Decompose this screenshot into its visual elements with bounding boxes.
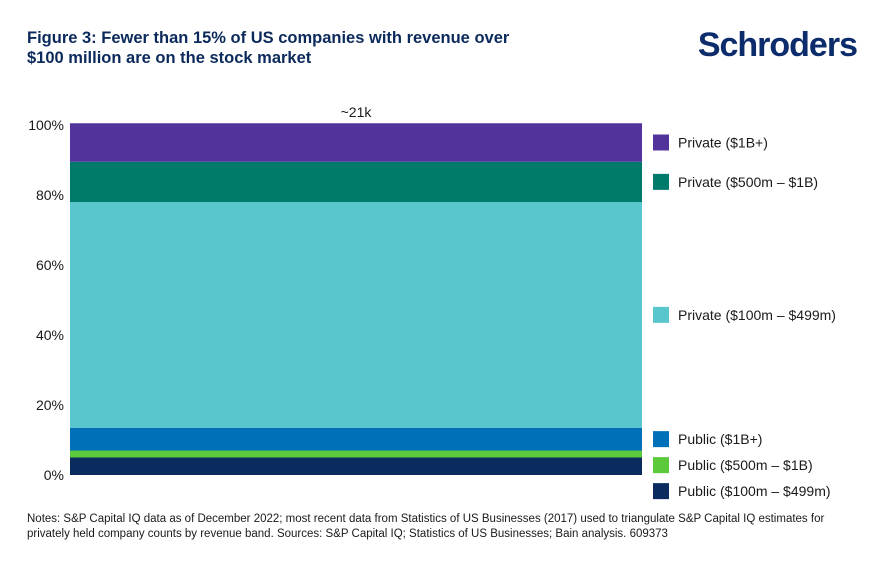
schroders-logo: Schroders — [697, 26, 858, 64]
bar-total-label: ~21k — [341, 104, 373, 120]
legend-swatch-4 — [653, 306, 669, 323]
bar-segment-6 — [70, 123, 642, 162]
stacked-bar-chart: 0% 20% 40% 60% 80% 100% ~21k Public ($100m – $4… — [28, 104, 836, 500]
legend-label-3: Public ($1B+) — [678, 431, 762, 447]
bar-segment-4 — [70, 202, 642, 428]
bar-segment-1 — [70, 457, 642, 475]
y-tick-label: 0% — [44, 467, 64, 483]
legend-label-6: Private ($1B+) — [678, 135, 768, 151]
chart-notes: Notes: S&P Capital IQ data as of Decembe… — [27, 513, 825, 540]
y-tick-label: 100% — [28, 117, 64, 133]
y-tick-label: 80% — [36, 187, 64, 203]
bar-segment-3 — [70, 427, 642, 451]
legend-label-4: Private ($100m – $499m) — [678, 307, 836, 323]
legend-swatch-3 — [653, 431, 669, 448]
y-tick-label: 20% — [36, 397, 64, 413]
chart-title: Figure 3: Fewer than 15% of US companies… — [27, 29, 510, 67]
y-tick-label: 40% — [36, 327, 64, 343]
bar-segment-2 — [70, 450, 642, 458]
legend-swatch-1 — [653, 483, 669, 500]
legend-swatch-6 — [653, 134, 669, 151]
legend-swatch-5 — [653, 173, 669, 190]
legend-label-5: Private ($500m – $1B) — [678, 174, 818, 190]
y-tick-label: 60% — [36, 257, 64, 273]
legend-label-2: Public ($500m – $1B) — [678, 457, 813, 473]
legend-swatch-2 — [653, 457, 669, 474]
bar-segment-5 — [70, 161, 642, 202]
legend-label-1: Public ($100m – $499m) — [678, 483, 831, 499]
